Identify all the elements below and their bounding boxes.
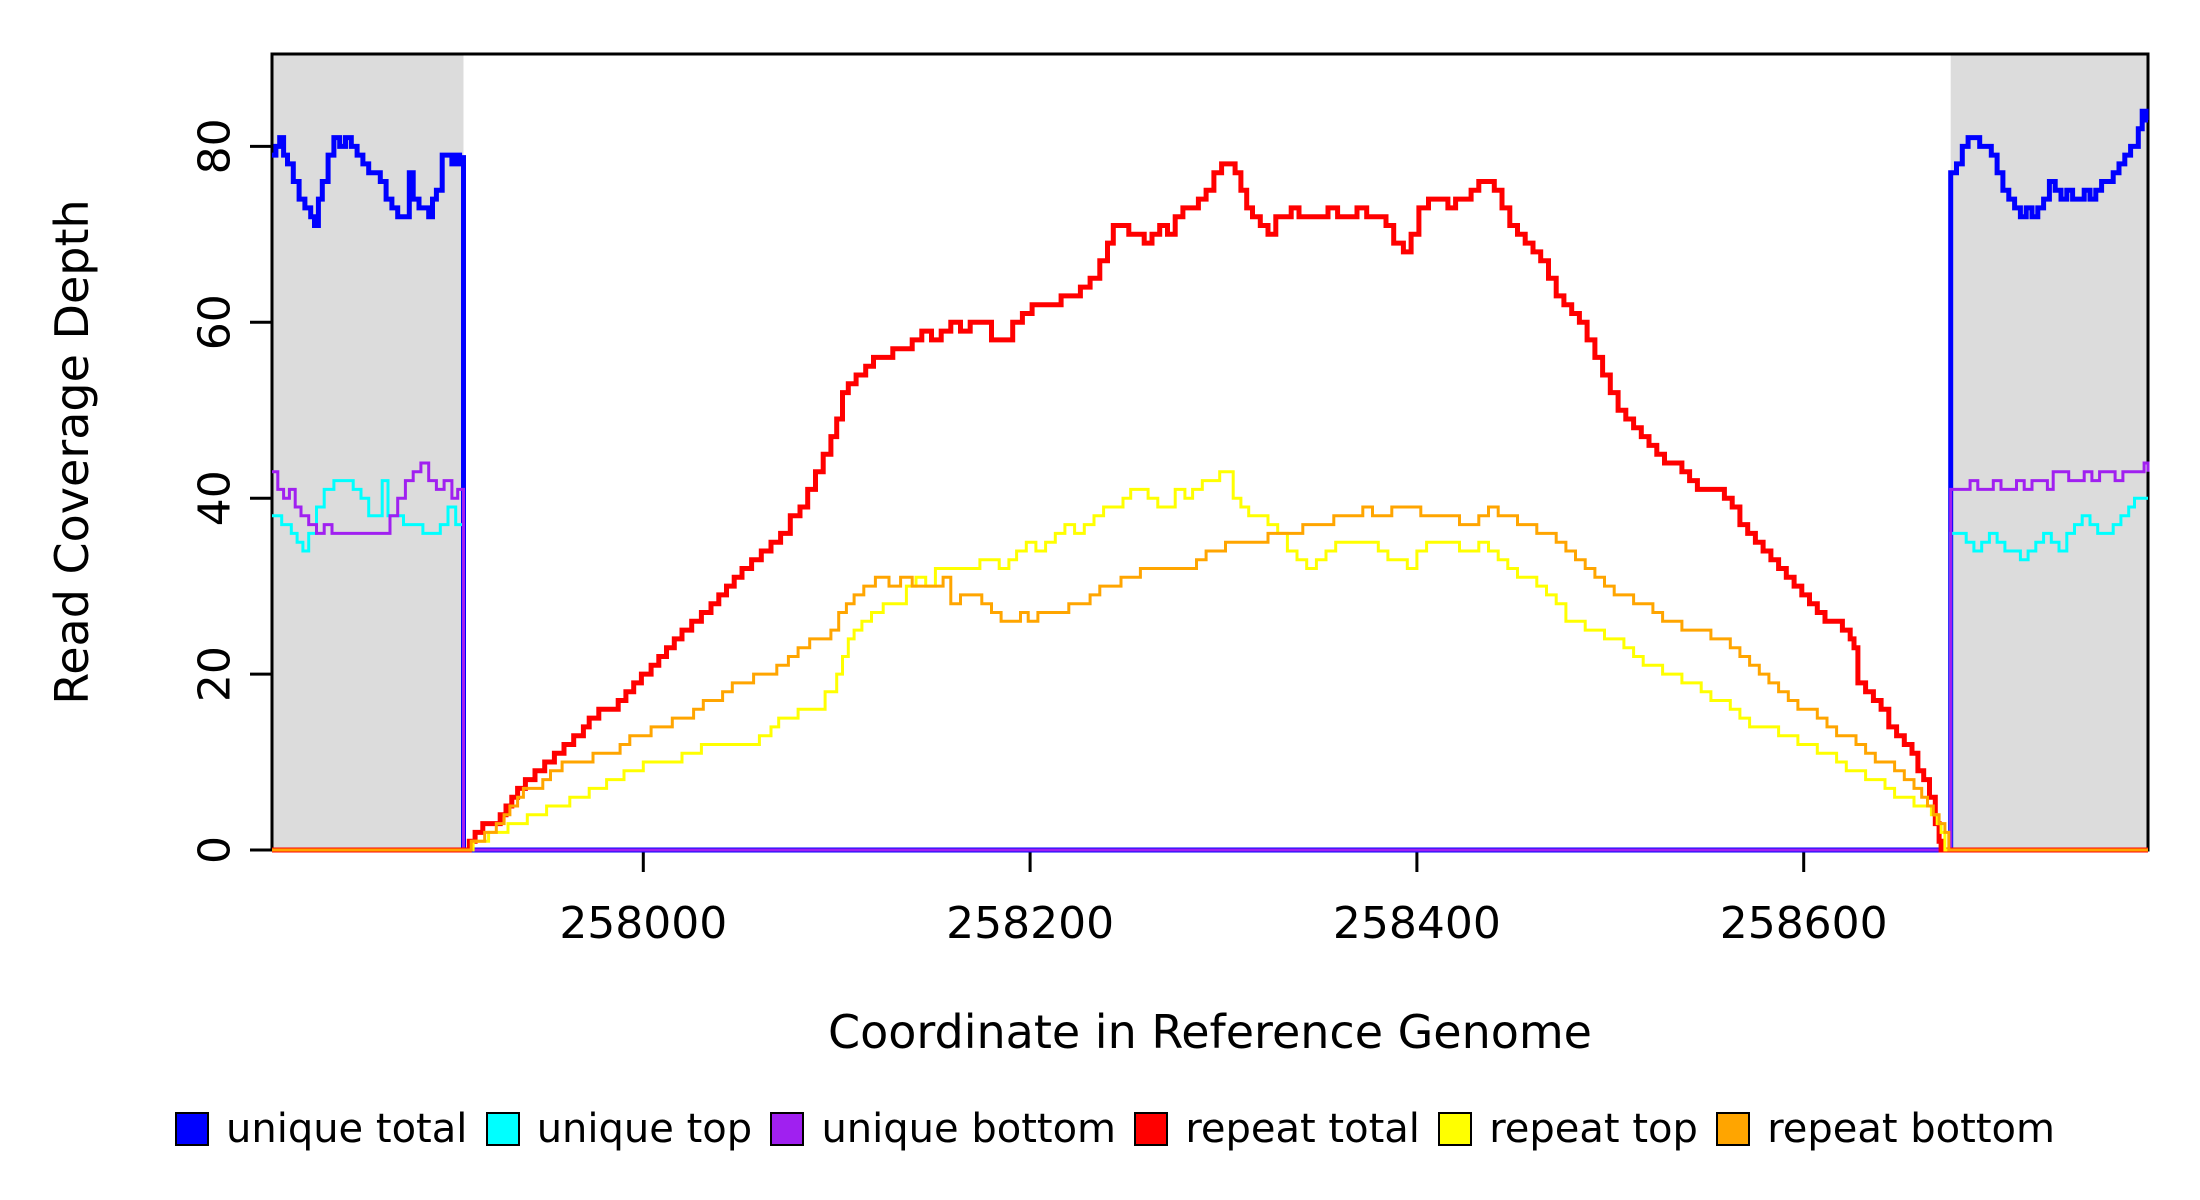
x-tick-label: 258200 [946,898,1114,949]
x-tick-label: 258400 [1333,898,1501,949]
legend-item-repeat-top: repeat top [1438,1106,1698,1152]
legend-item-label: repeat bottom [1767,1106,2055,1152]
y-axis-title: Read Coverage Depth [45,199,99,704]
x-tick-label: 258600 [1720,898,1888,949]
y-tick-label: 40 [189,470,240,526]
repeat-total-swatch-icon [1134,1112,1169,1146]
legend-item-unique-bottom: unique bottom [770,1106,1116,1152]
x-axis-title: Coordinate in Reference Genome [828,1005,1592,1059]
data-series [272,108,2150,853]
shaded-regions [272,54,2148,850]
series-line-unique-bottom [272,461,2150,852]
y-tick-label: 80 [189,118,240,174]
legend-item-unique-total: unique total [175,1106,467,1152]
legend-item-repeat-total: repeat total [1134,1106,1420,1152]
legend-item-unique-top: unique top [485,1106,753,1152]
series-line-repeat-total [272,161,2148,853]
y-tick-label: 20 [189,646,240,702]
legend-item-label: unique top [536,1106,753,1152]
legend-item-repeat-bottom: repeat bottom [1716,1106,2055,1152]
series-line-unique-total [272,108,2149,853]
series-line-unique-top [272,479,2148,852]
legend: unique total unique top unique bottom re… [175,1106,2055,1152]
plot-border [270,52,2150,852]
axes: 258000 258200 258400 258600 0 20 40 60 80 [189,52,2150,949]
unique-total-swatch-icon [175,1112,209,1146]
series-line-repeat-top [272,470,2148,852]
unique-top-swatch-icon [485,1112,520,1146]
unique-flank-left [272,54,464,850]
y-tick-label: 0 [189,836,240,864]
legend-item-label: repeat total [1185,1106,1420,1152]
series-line-repeat-bottom [272,505,2148,852]
legend-item-label: repeat top [1489,1106,1698,1152]
legend-item-label: unique total [226,1106,468,1152]
repeat-top-swatch-icon [1438,1112,1473,1146]
y-tick-label: 60 [189,294,240,350]
repeat-bottom-swatch-icon [1716,1112,1751,1146]
unique-bottom-swatch-icon [770,1112,805,1146]
legend-item-label: unique bottom [821,1106,1117,1152]
x-tick-label: 258000 [559,898,727,949]
